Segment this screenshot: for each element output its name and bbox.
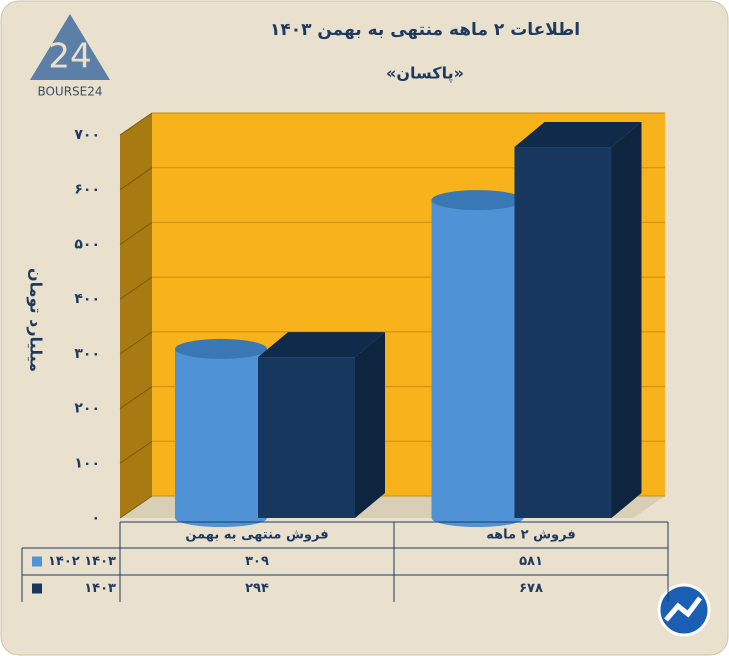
data-label: ۲۹۴	[245, 581, 269, 596]
y-tick-label: ۰	[91, 510, 100, 526]
grid-line	[119, 222, 153, 245]
bar	[258, 357, 355, 518]
legend-swatch	[32, 583, 42, 594]
cylinder-top	[431, 190, 524, 211]
side-wall	[120, 113, 152, 518]
bar-side	[355, 332, 385, 518]
y-axis-label: میلیارد تومان	[27, 268, 46, 372]
grid-line	[119, 167, 153, 191]
y-tick-label: ۶۰۰	[74, 182, 100, 198]
y-tick-label: ۱۰۰	[74, 455, 100, 471]
cylinder-top	[175, 338, 267, 359]
data-label: ۶۷۸	[519, 581, 543, 596]
grid-line	[119, 495, 153, 519]
grid-line	[119, 331, 153, 355]
legend-swatch	[32, 556, 42, 567]
data-label: ۵۸۱	[519, 554, 543, 569]
bar	[175, 348, 267, 518]
bar-side	[611, 122, 642, 518]
logo: 24 BOURSE24	[30, 14, 110, 99]
bar-top	[514, 122, 642, 148]
bar	[431, 200, 524, 519]
data-label: ۳۰۹	[245, 554, 269, 569]
bar	[514, 147, 612, 518]
y-tick-label: ۴۰۰	[74, 291, 100, 307]
grid-line	[119, 386, 153, 409]
y-tick-label: ۷۰۰	[74, 127, 100, 143]
y-tick-label: ۵۰۰	[74, 236, 100, 252]
svg-text:24: 24	[48, 37, 91, 77]
bar-top	[258, 332, 385, 358]
chart-title: اطلاعات ۲ ماهه منتهی به بهمن ۱۴۰۳	[270, 20, 580, 40]
y-tick-label: ۲۰۰	[74, 401, 100, 417]
legend-label: ۱۴۰۳	[84, 581, 116, 596]
logo-text: BOURSE24	[37, 85, 102, 99]
y-tick-label: ۳۰۰	[74, 346, 100, 362]
grid-line	[119, 276, 153, 300]
grid-line	[119, 112, 153, 136]
chart-subtitle: «پاکسان»	[386, 64, 464, 84]
corner-icon	[657, 583, 711, 637]
x-tick-label: فروش منتهی به بهمن	[185, 528, 328, 543]
legend-label: ۱۴۰۲ ۱۴۰۳	[48, 554, 116, 569]
x-tick-label: فروش ۲ ماهه	[486, 528, 575, 543]
grid-line	[119, 440, 153, 464]
